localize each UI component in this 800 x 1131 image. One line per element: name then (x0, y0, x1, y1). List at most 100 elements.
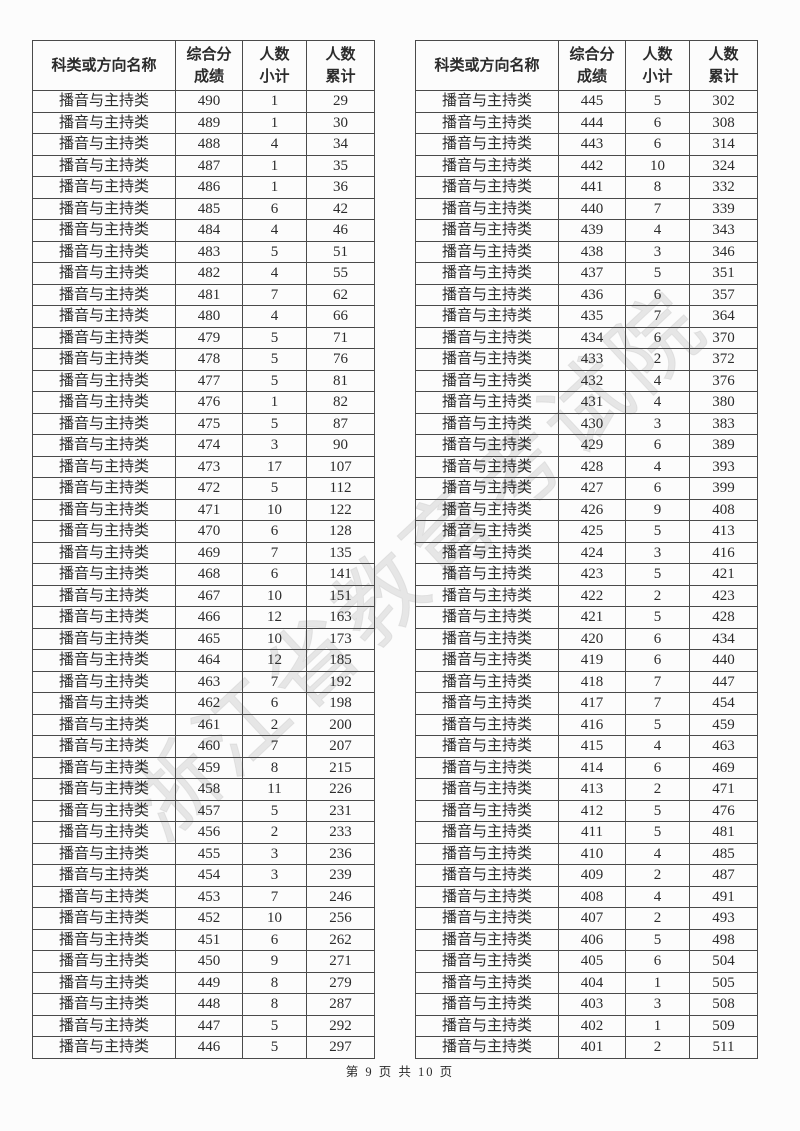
cell-subtotal: 5 (625, 821, 690, 844)
table-row: 播音与主持类 459 8 215 (32, 756, 375, 779)
cell-cumulative: 192 (306, 670, 375, 693)
cell-score: 456 (175, 821, 243, 844)
cell-subtotal: 2 (625, 584, 690, 607)
cell-category: 播音与主持类 (415, 778, 559, 801)
cell-score: 434 (558, 326, 626, 349)
cell-category: 播音与主持类 (415, 520, 559, 543)
cell-subtotal: 8 (242, 993, 307, 1016)
cell-cumulative: 200 (306, 713, 375, 736)
cell-category: 播音与主持类 (415, 821, 559, 844)
cell-score: 480 (175, 305, 243, 328)
header-cell: 人数 小计 (242, 40, 307, 91)
table-row: 播音与主持类 447 5 292 (32, 1014, 375, 1037)
cell-category: 播音与主持类 (415, 885, 559, 908)
cell-score: 420 (558, 627, 626, 650)
cell-category: 播音与主持类 (32, 842, 176, 865)
cell-cumulative: 112 (306, 477, 375, 500)
cell-category: 播音与主持类 (415, 262, 559, 285)
cell-cumulative: 215 (306, 756, 375, 779)
cell-cumulative: 447 (689, 670, 758, 693)
cell-category: 播音与主持类 (32, 692, 176, 715)
cell-subtotal: 5 (625, 90, 690, 113)
cell-subtotal: 6 (625, 111, 690, 134)
cell-score: 412 (558, 799, 626, 822)
cell-score: 423 (558, 563, 626, 586)
cell-subtotal: 5 (242, 412, 307, 435)
cell-cumulative: 256 (306, 907, 375, 930)
cell-cumulative: 389 (689, 434, 758, 457)
cell-cumulative: 46 (306, 219, 375, 242)
cell-category: 播音与主持类 (32, 240, 176, 263)
table-row: 播音与主持类 423 5 421 (415, 563, 758, 586)
header-cell: 综合分 成绩 (175, 40, 243, 91)
cell-category: 播音与主持类 (32, 219, 176, 242)
table-row: 播音与主持类 483 5 51 (32, 240, 375, 263)
cell-subtotal: 6 (242, 197, 307, 220)
cell-cumulative: 376 (689, 369, 758, 392)
cell-score: 453 (175, 885, 243, 908)
cell-subtotal: 17 (242, 455, 307, 478)
table-row: 播音与主持类 472 5 112 (32, 477, 375, 500)
cell-score: 425 (558, 520, 626, 543)
cell-score: 404 (558, 971, 626, 994)
cell-category: 播音与主持类 (415, 283, 559, 306)
table-row: 播音与主持类 487 1 35 (32, 154, 375, 177)
cell-cumulative: 509 (689, 1014, 758, 1037)
cell-cumulative: 370 (689, 326, 758, 349)
cell-cumulative: 36 (306, 176, 375, 199)
cell-cumulative: 454 (689, 692, 758, 715)
table-row: 播音与主持类 458 11 226 (32, 778, 375, 801)
cell-category: 播音与主持类 (32, 670, 176, 693)
cell-subtotal: 1 (242, 154, 307, 177)
table-row: 播音与主持类 444 6 308 (415, 111, 758, 134)
cell-subtotal: 10 (625, 154, 690, 177)
cell-subtotal: 6 (625, 950, 690, 973)
cell-cumulative: 508 (689, 993, 758, 1016)
cell-score: 409 (558, 864, 626, 887)
cell-subtotal: 4 (625, 369, 690, 392)
cell-cumulative: 399 (689, 477, 758, 500)
cell-category: 播音与主持类 (415, 1036, 559, 1059)
cell-cumulative: 233 (306, 821, 375, 844)
cell-subtotal: 6 (625, 133, 690, 156)
cell-score: 470 (175, 520, 243, 543)
cell-cumulative: 128 (306, 520, 375, 543)
cell-subtotal: 7 (625, 670, 690, 693)
table-row: 播音与主持类 443 6 314 (415, 133, 758, 156)
cell-score: 464 (175, 649, 243, 672)
cell-category: 播音与主持类 (415, 756, 559, 779)
table-row: 播音与主持类 432 4 376 (415, 369, 758, 392)
table-row: 播音与主持类 407 2 493 (415, 907, 758, 930)
cell-cumulative: 82 (306, 391, 375, 414)
cell-cumulative: 324 (689, 154, 758, 177)
cell-cumulative: 71 (306, 326, 375, 349)
cell-category: 播音与主持类 (415, 584, 559, 607)
cell-score: 431 (558, 391, 626, 414)
cell-category: 播音与主持类 (415, 541, 559, 564)
cell-subtotal: 3 (625, 240, 690, 263)
cell-subtotal: 5 (625, 606, 690, 629)
cell-score: 410 (558, 842, 626, 865)
cell-cumulative: 498 (689, 928, 758, 951)
table-row: 播音与主持类 448 8 287 (32, 993, 375, 1016)
cell-subtotal: 12 (242, 649, 307, 672)
cell-score: 433 (558, 348, 626, 371)
cell-subtotal: 4 (242, 219, 307, 242)
cell-subtotal: 5 (625, 262, 690, 285)
cell-cumulative: 239 (306, 864, 375, 887)
cell-subtotal: 5 (242, 240, 307, 263)
cell-subtotal: 4 (625, 219, 690, 242)
cell-subtotal: 5 (242, 1036, 307, 1059)
cell-score: 427 (558, 477, 626, 500)
table-row: 播音与主持类 413 2 471 (415, 778, 758, 801)
cell-cumulative: 236 (306, 842, 375, 865)
cell-score: 411 (558, 821, 626, 844)
cell-category: 播音与主持类 (32, 369, 176, 392)
table-row: 播音与主持类 403 3 508 (415, 993, 758, 1016)
cell-score: 484 (175, 219, 243, 242)
cell-category: 播音与主持类 (415, 219, 559, 242)
cell-cumulative: 428 (689, 606, 758, 629)
cell-cumulative: 511 (689, 1036, 758, 1059)
cell-subtotal: 6 (242, 692, 307, 715)
cell-cumulative: 434 (689, 627, 758, 650)
